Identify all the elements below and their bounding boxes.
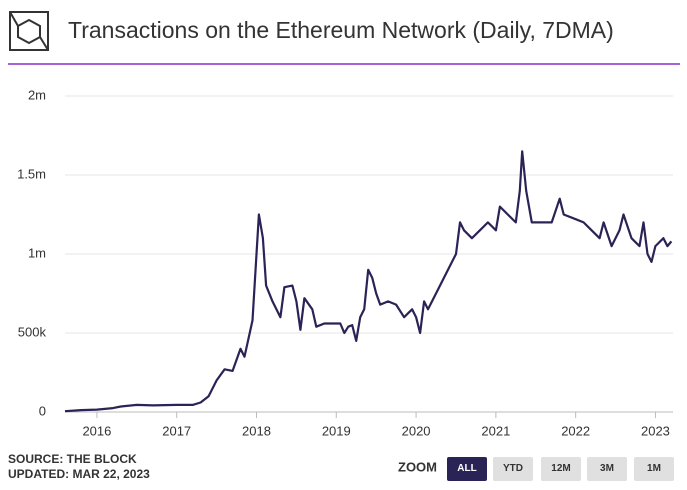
- x-tick-label: 2022: [561, 423, 590, 438]
- zoom-button[interactable]: 1M: [634, 457, 674, 481]
- y-tick-label: 1m: [28, 245, 46, 260]
- zoom-button[interactable]: YTD: [493, 457, 533, 481]
- zoom-label: ZOOM: [398, 459, 437, 474]
- x-tick-label: 2016: [82, 423, 111, 438]
- x-tick-label: 2017: [162, 423, 191, 438]
- x-tick-label: 2021: [481, 423, 510, 438]
- updated: UPDATED: MAR 22, 2023: [8, 467, 150, 481]
- y-tick-label: 500k: [18, 324, 47, 339]
- x-tick-label: 2019: [322, 423, 351, 438]
- x-tick-label: 2020: [402, 423, 431, 438]
- x-tick-label: 2018: [242, 423, 271, 438]
- data-line: [64, 150, 673, 413]
- chart-title: Transactions on the Ethereum Network (Da…: [68, 17, 614, 43]
- zoom-button[interactable]: 3M: [587, 457, 627, 481]
- x-tick-label: 2023: [641, 423, 670, 438]
- logo: [9, 11, 49, 51]
- zoom-button[interactable]: ALL: [447, 457, 487, 481]
- y-tick-label: 2m: [28, 87, 46, 102]
- y-tick-label: 0: [39, 403, 46, 418]
- y-tick-label: 1.5m: [17, 166, 46, 181]
- source: SOURCE: THE BLOCK: [8, 452, 137, 466]
- zoom-button[interactable]: 12M: [541, 457, 581, 481]
